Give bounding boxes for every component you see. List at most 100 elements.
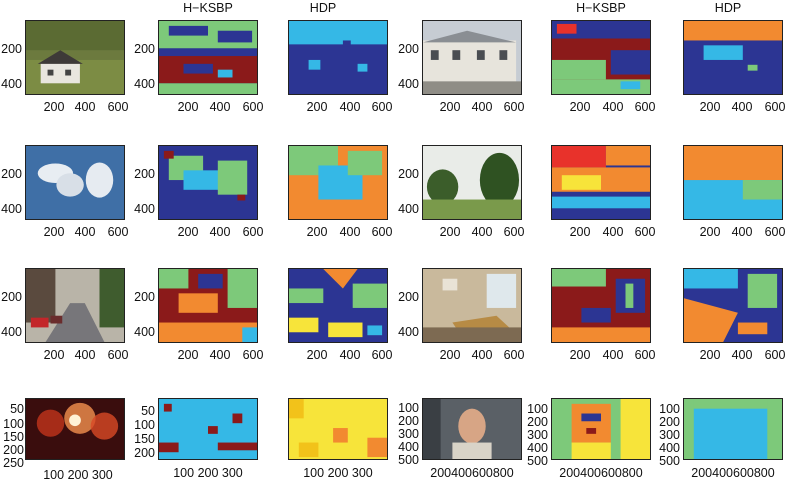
ytick: 200 bbox=[134, 42, 155, 56]
xtick: 400 bbox=[339, 348, 361, 362]
seg-hdp-street bbox=[288, 268, 388, 343]
ytick: 200 bbox=[659, 415, 680, 429]
xtick: 400 bbox=[339, 100, 361, 114]
ytick: 50 bbox=[141, 404, 155, 418]
header-hksbp-left: H−KSBP bbox=[183, 1, 233, 15]
xtick: 200 bbox=[699, 348, 721, 362]
ytick: 200 bbox=[398, 42, 419, 56]
ytick: 200 bbox=[134, 290, 155, 304]
xtick: 200 bbox=[569, 100, 591, 114]
xtick-group: 100 200 300 bbox=[303, 466, 373, 480]
seg-hksbp-fireworks bbox=[158, 398, 258, 460]
xtick: 200 bbox=[306, 225, 328, 239]
ytick: 200 bbox=[1, 167, 22, 181]
portrait-photo bbox=[422, 398, 522, 460]
xtick: 200 bbox=[569, 348, 591, 362]
xtick: 200 bbox=[43, 100, 65, 114]
seg-hksbp-trees bbox=[551, 145, 651, 220]
terraced-houses-photo bbox=[422, 20, 522, 95]
xtick: 600 bbox=[371, 225, 393, 239]
ytick: 250 bbox=[3, 456, 24, 470]
xtick: 600 bbox=[371, 348, 393, 362]
xtick: 200 bbox=[177, 225, 199, 239]
xtick: 400 bbox=[209, 225, 231, 239]
xtick: 400 bbox=[74, 225, 96, 239]
xtick: 600 bbox=[503, 225, 525, 239]
seg-hdp-trees bbox=[683, 145, 783, 220]
xtick: 600 bbox=[764, 348, 786, 362]
ytick: 200 bbox=[134, 167, 155, 181]
xtick: 400 bbox=[339, 225, 361, 239]
seg-hdp-clouds bbox=[288, 145, 388, 220]
ytick: 100 bbox=[527, 402, 548, 416]
xtick: 200 bbox=[439, 348, 461, 362]
seg-hksbp-street bbox=[158, 268, 258, 343]
xtick: 600 bbox=[503, 348, 525, 362]
header-hdp-left: HDP bbox=[309, 1, 337, 15]
xtick-group: 100 200 300 bbox=[173, 466, 243, 480]
xtick: 400 bbox=[471, 225, 493, 239]
xtick: 200 bbox=[306, 348, 328, 362]
ytick: 300 bbox=[398, 427, 419, 441]
xtick: 200 bbox=[569, 225, 591, 239]
ytick: 200 bbox=[1, 290, 22, 304]
xtick: 600 bbox=[107, 100, 129, 114]
meeting-room-photo bbox=[422, 268, 522, 343]
xtick: 600 bbox=[371, 100, 393, 114]
xtick: 200 bbox=[439, 100, 461, 114]
header-hksbp-right: H−KSBP bbox=[576, 1, 626, 15]
ytick: 500 bbox=[527, 454, 548, 468]
ytick: 100 bbox=[134, 418, 155, 432]
ytick: 200 bbox=[3, 443, 24, 457]
xtick: 400 bbox=[602, 225, 624, 239]
xtick: 600 bbox=[242, 348, 264, 362]
ytick: 300 bbox=[659, 428, 680, 442]
xtick: 400 bbox=[731, 225, 753, 239]
xtick: 600 bbox=[634, 225, 656, 239]
ytick: 200 bbox=[398, 414, 419, 428]
ytick: 400 bbox=[398, 202, 419, 216]
ytick: 200 bbox=[134, 446, 155, 460]
seg-hdp-fireworks bbox=[288, 398, 388, 460]
xtick: 200 bbox=[177, 100, 199, 114]
xtick: 400 bbox=[209, 348, 231, 362]
xtick-group: 200400600800 bbox=[559, 466, 643, 480]
xtick: 200 bbox=[439, 225, 461, 239]
xtick: 200 bbox=[177, 348, 199, 362]
xtick: 600 bbox=[764, 100, 786, 114]
ytick: 200 bbox=[398, 167, 419, 181]
ytick: 100 bbox=[398, 401, 419, 415]
seg-hksbp-house bbox=[158, 20, 258, 95]
xtick: 600 bbox=[503, 100, 525, 114]
ytick: 400 bbox=[527, 441, 548, 455]
xtick-group: 200400600800 bbox=[430, 466, 514, 480]
xtick: 400 bbox=[731, 348, 753, 362]
xtick: 400 bbox=[74, 348, 96, 362]
seg-hdp-portrait bbox=[683, 398, 783, 460]
ytick: 400 bbox=[1, 77, 22, 91]
ytick: 200 bbox=[398, 290, 419, 304]
ytick: 400 bbox=[398, 77, 419, 91]
ytick: 400 bbox=[398, 440, 419, 454]
ytick: 500 bbox=[659, 454, 680, 468]
ytick: 200 bbox=[527, 415, 548, 429]
seg-hksbp-clouds bbox=[158, 145, 258, 220]
xtick: 400 bbox=[471, 100, 493, 114]
xtick: 200 bbox=[306, 100, 328, 114]
xtick: 400 bbox=[74, 100, 96, 114]
xtick: 400 bbox=[471, 348, 493, 362]
xtick: 200 bbox=[43, 225, 65, 239]
seg-hksbp-portrait bbox=[551, 398, 651, 460]
xtick: 600 bbox=[764, 225, 786, 239]
xtick: 400 bbox=[602, 348, 624, 362]
ytick: 50 bbox=[10, 402, 24, 416]
seg-hdp-terraced bbox=[683, 20, 783, 95]
seg-hksbp-room bbox=[551, 268, 651, 343]
xtick: 600 bbox=[242, 225, 264, 239]
house-photo bbox=[25, 20, 125, 95]
seg-hdp-house bbox=[288, 20, 388, 95]
ytick: 100 bbox=[3, 417, 24, 431]
xtick: 600 bbox=[107, 225, 129, 239]
ytick: 150 bbox=[3, 430, 24, 444]
